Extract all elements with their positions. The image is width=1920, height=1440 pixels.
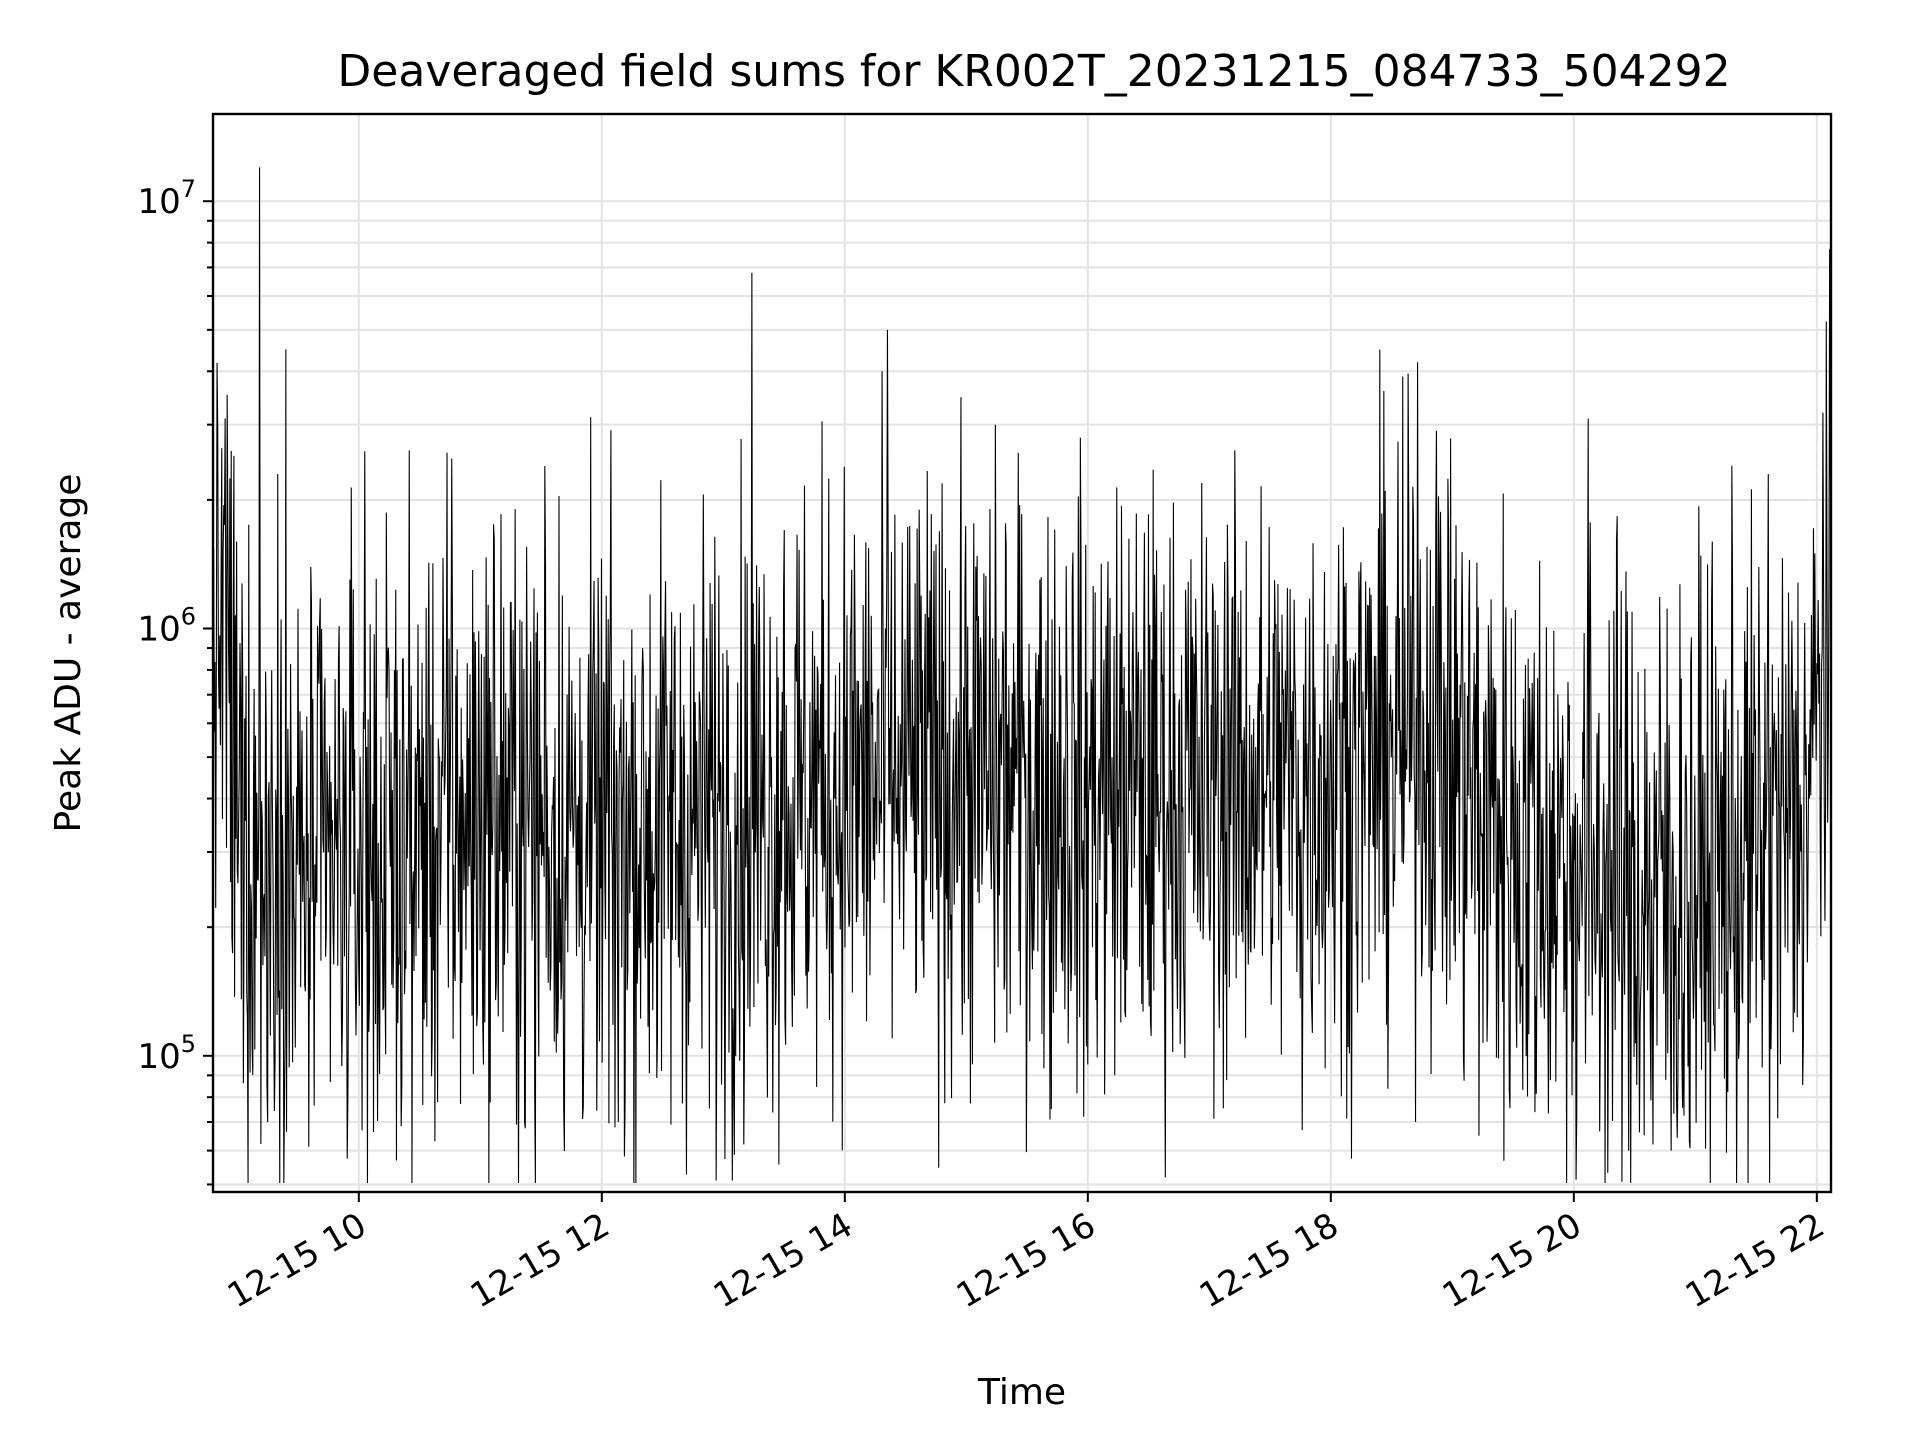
series-line xyxy=(212,167,1832,1183)
y-tick-label-base: 10 xyxy=(137,1037,180,1077)
x-tick-label: 12-15 12 xyxy=(464,1205,616,1316)
y-tick-label-exponent: 7 xyxy=(181,175,196,203)
x-axis-ticks: 12-15 10 12-15 12 12-15 14 12-15 16 12-15 18… xyxy=(221,1192,1831,1316)
x-tick-label: 12-15 18 xyxy=(1193,1205,1345,1316)
x-tick-label: 12-15 22 xyxy=(1679,1205,1831,1316)
y-tick-label: 107 xyxy=(137,175,196,222)
y-tick-label-base: 10 xyxy=(137,610,180,650)
y-tick-label-base: 10 xyxy=(137,182,180,222)
y-tick-label: 105 xyxy=(137,1030,196,1077)
y-tick-label-exponent: 5 xyxy=(181,1030,196,1058)
y-tick-label-exponent: 6 xyxy=(181,603,196,631)
series-layer xyxy=(212,167,1832,1183)
x-tick-label: 12-15 14 xyxy=(707,1205,859,1316)
x-tick-label: 12-15 16 xyxy=(950,1205,1102,1316)
x-tick-label: 12-15 10 xyxy=(221,1205,373,1316)
y-tick-label: 106 xyxy=(137,603,196,650)
chart-title: Deaveraged field sums for KR002T_2023121… xyxy=(337,46,1730,97)
y-axis-label: Peak ADU - average xyxy=(48,474,89,833)
plot-frame xyxy=(211,112,1833,1194)
x-tick-label: 12-15 20 xyxy=(1436,1205,1588,1316)
x-axis-label: Time xyxy=(977,1372,1066,1413)
